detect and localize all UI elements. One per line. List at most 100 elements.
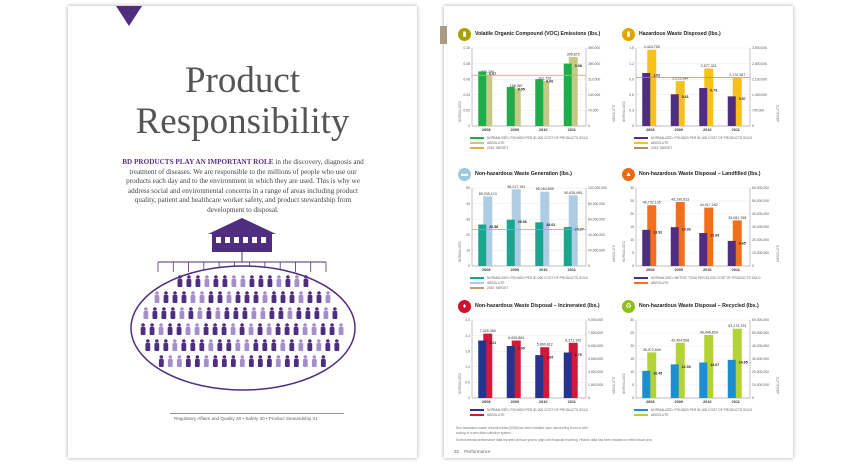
category-label: 2008 (646, 128, 654, 132)
person-icon (311, 323, 317, 335)
people-illustration (130, 218, 356, 391)
category-label: 2008 (482, 128, 490, 132)
footnote-1: Non-hazardous waste recorded data (2008)… (456, 426, 588, 430)
person-icon (194, 355, 200, 367)
page-title-line1: Product (184, 60, 301, 101)
left-axis-label: NORMALIZED (458, 372, 462, 394)
legend-label: ABSOLUTE (651, 413, 669, 417)
category-label: 2011 (732, 400, 740, 404)
page-tab-marker (440, 26, 447, 44)
right-tick-label: 60,000,000 (588, 217, 605, 221)
legend-swatch (470, 409, 484, 412)
right-axis-label: ABSOLUTE (776, 377, 780, 394)
person-icon (278, 307, 284, 319)
person-icon (298, 339, 304, 351)
legend-label: 2015 TARGET (487, 146, 509, 150)
person-icon (203, 355, 209, 367)
left-tick-label: 25 (630, 199, 634, 203)
person-icon (276, 275, 282, 287)
right-tick-label: 40,000,000 (752, 212, 769, 216)
person-icon (167, 323, 173, 335)
absolute-value-label: 3,424,755 (644, 45, 660, 49)
right-tick-label: 2,800,000 (752, 62, 767, 66)
left-tick-label: 25 (630, 331, 634, 335)
person-icon (163, 291, 169, 303)
left-tick-label: 40 (466, 202, 470, 206)
right-tick-label: 4,500,000 (588, 357, 603, 361)
chart-panel: ▲ Non-hazardous Waste Disposal – Landfill… (622, 164, 782, 294)
left-page: Product Responsibility BD PRODUCTS PLAY … (68, 6, 417, 458)
person-icon (140, 323, 146, 335)
category-label: 2010 (539, 400, 547, 404)
person-icon (167, 355, 173, 367)
person-icon (338, 323, 344, 335)
left-tick-label: 0.08 (463, 62, 470, 66)
right-tick-label: 1,500,000 (588, 383, 603, 387)
person-icon (302, 355, 308, 367)
normalized-value-label: 10.45 (653, 371, 662, 375)
person-icon (239, 355, 245, 367)
person-icon (316, 291, 322, 303)
legend-label: ABSOLUTE (487, 141, 505, 145)
person-icon (224, 307, 230, 319)
person-icon (329, 323, 335, 335)
footnote-2: sorting of a new data collection system. (456, 431, 512, 435)
absolute-value-label: 5,860,812 (537, 343, 553, 347)
right-tick-label: 350,000 (588, 46, 600, 50)
legend-swatch (634, 414, 648, 417)
right-tick-label: 0 (752, 396, 754, 400)
absolute-bar (704, 68, 714, 126)
absolute-bar (568, 342, 578, 398)
left-tick-label: 1.2 (465, 365, 470, 369)
recycle-icon: ♻ (622, 300, 635, 313)
chart-panel: ♻ Non-hazardous Waste Disposal – Recycled… (622, 296, 782, 426)
person-icon (294, 275, 300, 287)
absolute-bar (704, 207, 714, 266)
right-tick-label: 140,000 (588, 93, 600, 97)
normalized-bar (563, 352, 572, 398)
absolute-bar (647, 352, 657, 398)
legend-entry: 2015 TARGET (470, 286, 508, 290)
legend-entry: NORMALIZED: POUNDS PER $1,000 COST OF PR… (634, 136, 752, 140)
left-tick-label: 0.6 (465, 381, 470, 385)
factory-building-icon (208, 218, 276, 252)
absolute-value-label: 42,494,508 (671, 338, 689, 342)
legend-swatch (470, 277, 484, 280)
person-icon (266, 323, 272, 335)
legend-label: NORMALIZED: POUNDS PER $1,000 COST OF PR… (487, 408, 589, 412)
right-tick-label: 30,000,000 (752, 225, 769, 229)
chart-panel: ▮ Volatile Organic Compound (VOC) Emissio… (458, 24, 618, 154)
right-axis-label: ABSOLUTE (612, 245, 616, 262)
person-icon (293, 355, 299, 367)
left-tick-label: 30 (630, 186, 634, 190)
person-icon (190, 291, 196, 303)
person-icon (212, 355, 218, 367)
legend-label: NORMALIZED: POUNDS PER $1,000 COST OF PR… (651, 408, 753, 412)
absolute-value-label: 35,081,768 (728, 216, 746, 220)
right-tick-label: 7,500,000 (588, 331, 603, 335)
bar-chart: 50403020100100,000,00080,000,00060,000,0… (458, 185, 616, 272)
legend-swatch (634, 147, 648, 150)
left-tick-label: 0.9 (629, 77, 634, 81)
absolute-bar (540, 347, 550, 398)
bar-chart: 0.10 0.08 0.06 0.04 0.02 0 350,000 280,000 210,0… (458, 46, 616, 132)
category-label: 2011 (732, 128, 740, 132)
person-icon (289, 339, 295, 351)
legend-label: ABSOLUTE (487, 281, 505, 285)
person-icon (188, 307, 194, 319)
normalized-bar (670, 227, 679, 266)
person-icon (253, 339, 259, 351)
absolute-value-label: 46,732,135 (643, 201, 661, 205)
left-tick-label: 10 (466, 249, 470, 253)
left-tick-label: 20 (466, 233, 470, 237)
absolute-bar (675, 342, 685, 398)
left-tick-label: 2.4 (465, 334, 470, 338)
absolute-bar (704, 335, 714, 398)
person-icon (293, 323, 299, 335)
person-icon (186, 275, 192, 287)
person-icon (185, 323, 191, 335)
right-axis-label: ABSOLUTE (612, 377, 616, 394)
legend-swatch (470, 137, 484, 140)
right-tick-label: 100,000,000 (588, 186, 607, 190)
legend-swatch (634, 409, 648, 412)
